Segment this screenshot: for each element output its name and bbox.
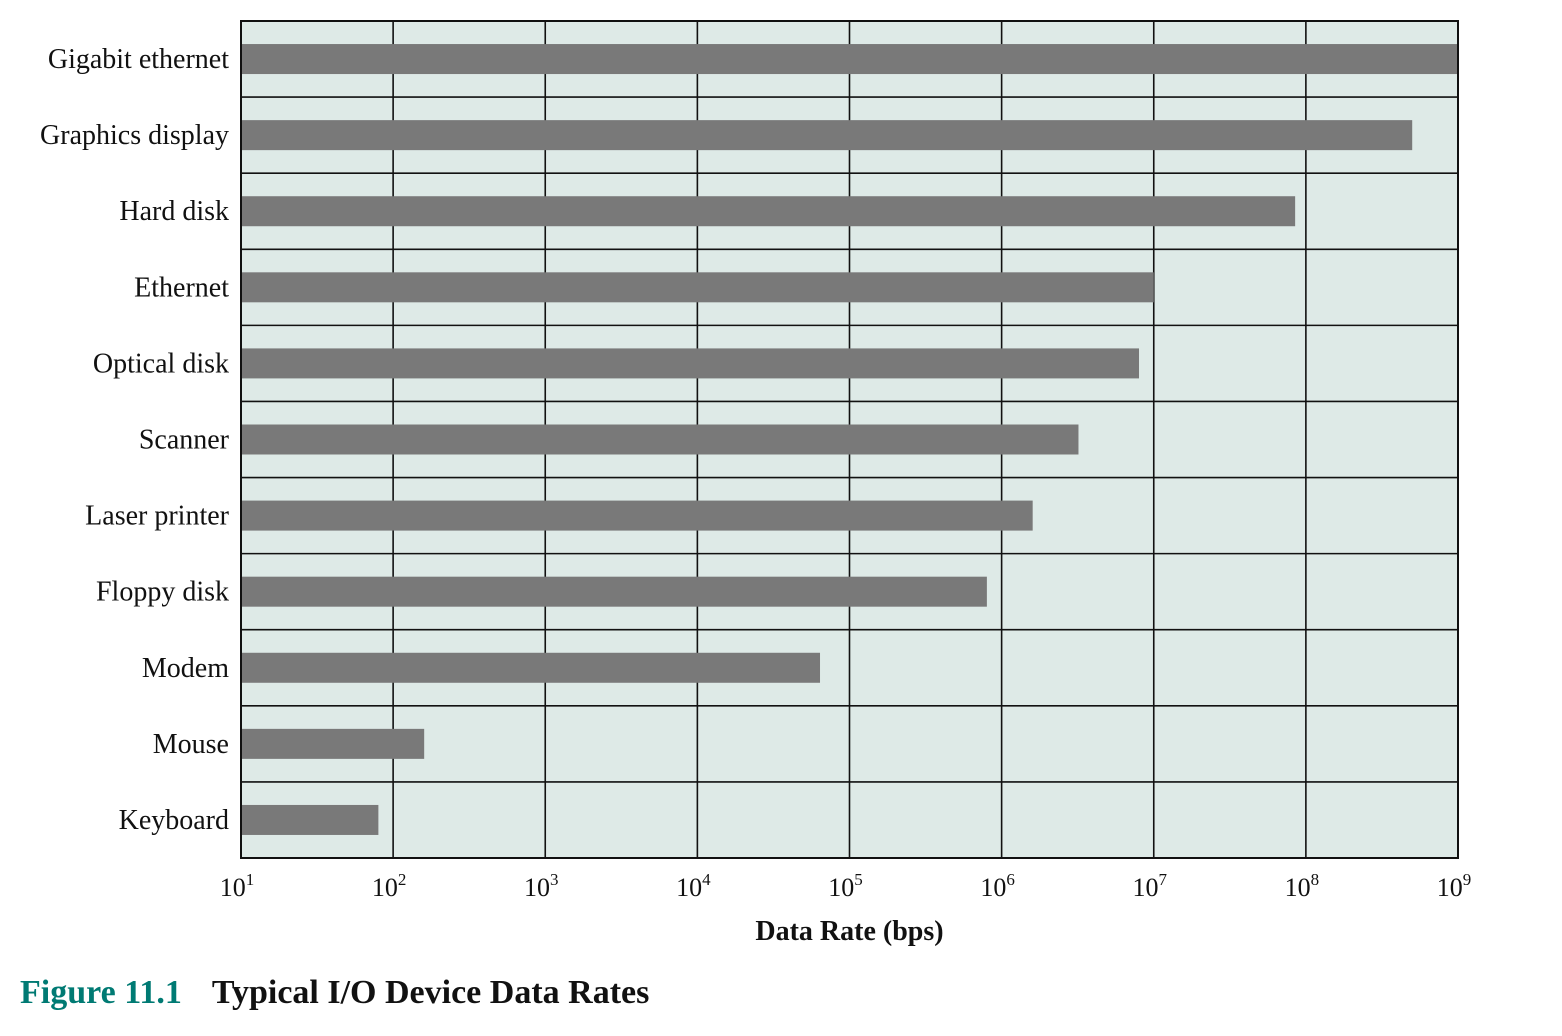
x-tick-label: 104 xyxy=(676,870,711,902)
bar xyxy=(241,44,1458,75)
bar xyxy=(241,120,1413,151)
bar xyxy=(241,272,1154,303)
x-tick-label: 109 xyxy=(1437,870,1472,902)
bar xyxy=(241,196,1296,227)
bar xyxy=(241,728,425,759)
x-tick-label: 108 xyxy=(1285,870,1320,902)
x-tick-label: 102 xyxy=(372,870,407,902)
category-label: Gigabit ethernet xyxy=(48,44,229,75)
category-label: Keyboard xyxy=(119,805,229,836)
category-label: Modem xyxy=(142,653,229,684)
category-label: Mouse xyxy=(153,729,229,760)
x-tick-label: 106 xyxy=(980,870,1015,902)
bars xyxy=(241,44,1458,835)
category-labels: Gigabit ethernet Graphics display Hard dis… xyxy=(40,44,230,836)
category-label: Ethernet xyxy=(134,272,229,303)
x-tick-label: 101 xyxy=(220,870,255,902)
x-tick-label: 103 xyxy=(524,870,559,902)
category-label: Optical disk xyxy=(93,348,229,379)
x-axis-title: Data Rate (bps) xyxy=(755,916,943,947)
bar xyxy=(241,804,379,835)
plot-frame xyxy=(240,20,1459,859)
x-tick-label: 107 xyxy=(1133,870,1168,902)
bar xyxy=(241,500,1033,531)
category-label: Hard disk xyxy=(119,196,229,227)
bar xyxy=(241,424,1079,455)
bar xyxy=(241,576,987,607)
category-label: Laser printer xyxy=(85,501,229,532)
figure-caption: Figure 11.1 Typical I/O Device Data Rates xyxy=(20,974,649,1012)
category-label: Graphics display xyxy=(40,120,229,151)
figure-number: Figure 11.1 xyxy=(20,974,182,1011)
bar xyxy=(241,348,1140,379)
category-label: Floppy disk xyxy=(96,577,229,608)
bar xyxy=(241,652,821,683)
category-label: Scanner xyxy=(139,425,230,456)
x-tick-labels: 101 102 103 104 105 106 107 108 109 xyxy=(220,870,1472,902)
figure-title: Typical I/O Device Data Rates xyxy=(211,974,650,1011)
x-tick-label: 105 xyxy=(828,870,863,902)
